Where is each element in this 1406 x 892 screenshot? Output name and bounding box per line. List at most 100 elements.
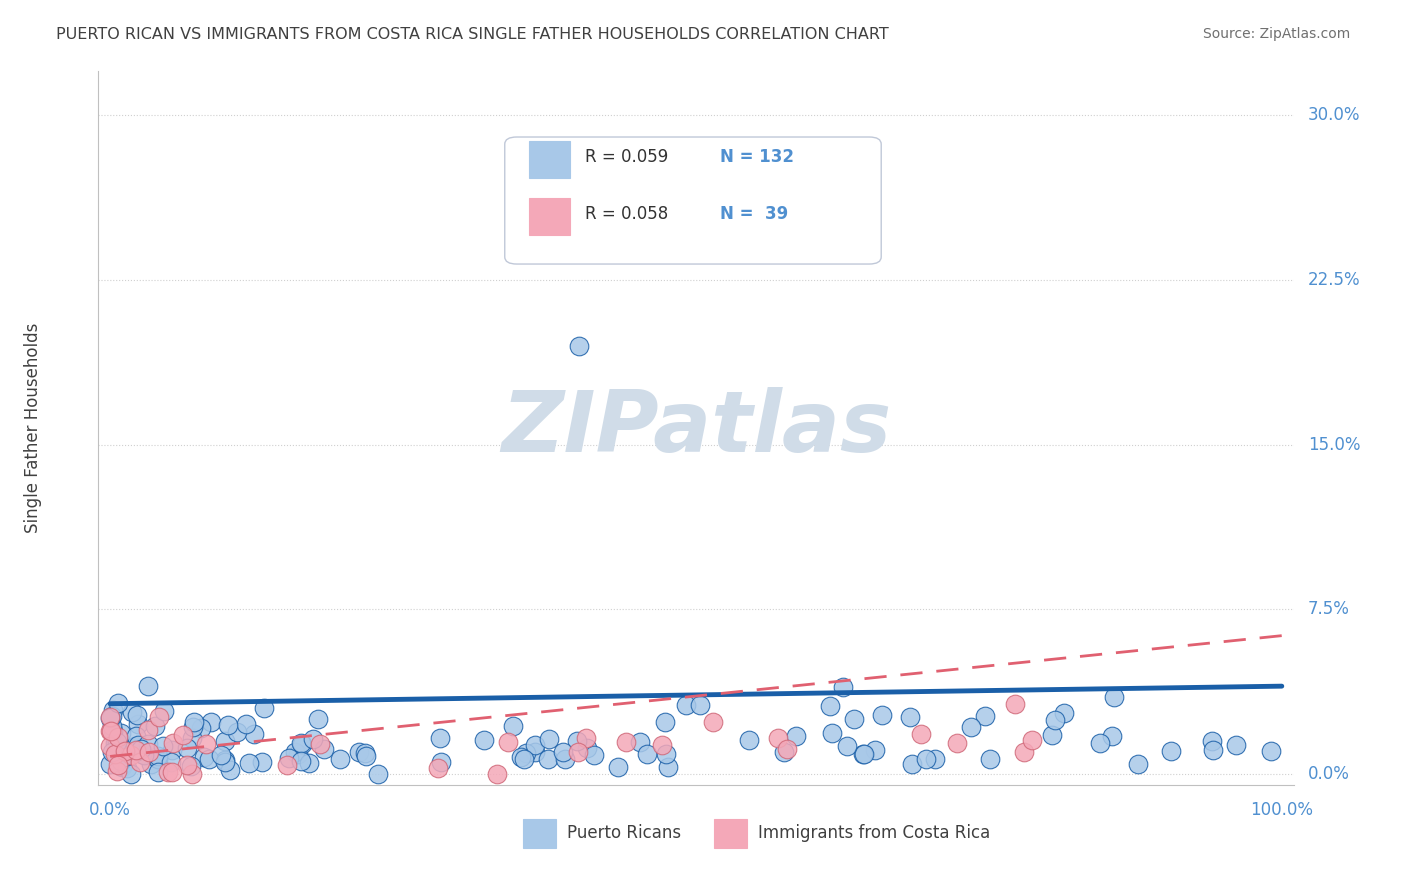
Point (354, 746, 377, 760)
Point (974, 708, 997, 723)
Point (614, 734, 637, 748)
Point (427, 761, 450, 775)
Point (225, 724, 247, 739)
Point (775, 742, 797, 756)
Point (870, 707, 893, 722)
Point (1102, 690, 1125, 704)
Point (582, 747, 605, 762)
Point (354, 749, 377, 764)
Point (1128, 756, 1150, 771)
Point (835, 739, 858, 754)
Point (107, 696, 129, 710)
FancyBboxPatch shape (505, 137, 882, 264)
Point (290, 736, 312, 750)
Text: 15.0%: 15.0% (1308, 435, 1361, 454)
Point (554, 752, 576, 766)
Text: 100.0%: 100.0% (1250, 801, 1313, 819)
Point (131, 747, 153, 761)
Point (183, 715, 205, 730)
Point (567, 745, 589, 759)
Point (101, 719, 124, 733)
Point (101, 709, 124, 723)
Point (160, 743, 183, 757)
Point (852, 747, 875, 761)
Point (960, 720, 983, 734)
Point (509, 750, 531, 764)
Point (429, 731, 451, 746)
Point (1053, 706, 1076, 721)
Point (180, 767, 202, 781)
Text: R = 0.058: R = 0.058 (585, 205, 668, 223)
Point (136, 723, 159, 738)
Text: PUERTO RICAN VS IMMIGRANTS FROM COSTA RICA SINGLE FATHER HOUSEHOLDS CORRELATION : PUERTO RICAN VS IMMIGRANTS FROM COSTA RI… (56, 27, 889, 42)
Point (111, 757, 134, 772)
Point (291, 738, 314, 752)
Point (852, 747, 875, 762)
Point (1040, 728, 1063, 742)
Point (575, 731, 598, 745)
Point (138, 745, 160, 759)
Text: N =  39: N = 39 (720, 205, 789, 223)
Text: Immigrants from Costa Rica: Immigrants from Costa Rica (758, 824, 990, 842)
Point (900, 710, 922, 724)
Point (235, 716, 257, 731)
Point (198, 752, 221, 766)
Point (124, 739, 146, 754)
Point (821, 726, 844, 740)
Point (193, 750, 215, 764)
Point (502, 719, 524, 733)
Bar (714, 819, 748, 847)
Point (576, 740, 599, 755)
Point (276, 758, 298, 772)
Point (146, 749, 169, 764)
Point (298, 756, 321, 770)
Point (738, 732, 761, 747)
Point (1160, 744, 1182, 758)
Point (818, 699, 841, 714)
Point (314, 742, 336, 756)
Bar (529, 141, 571, 178)
Point (110, 726, 132, 740)
Text: 30.0%: 30.0% (1308, 106, 1361, 124)
Point (101, 746, 124, 760)
Point (551, 745, 574, 759)
Point (472, 733, 495, 747)
Point (910, 727, 932, 741)
Point (125, 730, 148, 744)
Point (104, 747, 127, 761)
Point (252, 755, 274, 769)
Point (132, 748, 155, 763)
Point (214, 753, 236, 767)
Point (176, 741, 198, 756)
Point (523, 738, 546, 752)
Text: R = 0.059: R = 0.059 (585, 148, 668, 166)
Point (172, 729, 194, 743)
Point (176, 757, 198, 772)
Point (105, 735, 128, 749)
Point (524, 745, 547, 759)
Point (537, 752, 560, 766)
Point (127, 708, 149, 723)
Point (121, 767, 143, 781)
Point (115, 761, 138, 775)
Point (139, 757, 162, 772)
Point (1202, 742, 1225, 756)
Point (214, 755, 236, 769)
Point (309, 737, 332, 751)
Point (107, 764, 129, 778)
Point (153, 704, 176, 718)
Point (128, 744, 150, 758)
Point (607, 760, 630, 774)
Point (773, 745, 796, 759)
Point (107, 758, 129, 772)
Point (98, 757, 121, 772)
Point (1201, 734, 1223, 748)
Point (100, 739, 122, 753)
Point (515, 746, 537, 760)
Point (136, 737, 159, 751)
Point (863, 743, 886, 757)
Point (98, 710, 121, 724)
Point (1260, 744, 1282, 758)
Text: Single Father Households: Single Father Households (24, 323, 42, 533)
Point (628, 735, 651, 749)
